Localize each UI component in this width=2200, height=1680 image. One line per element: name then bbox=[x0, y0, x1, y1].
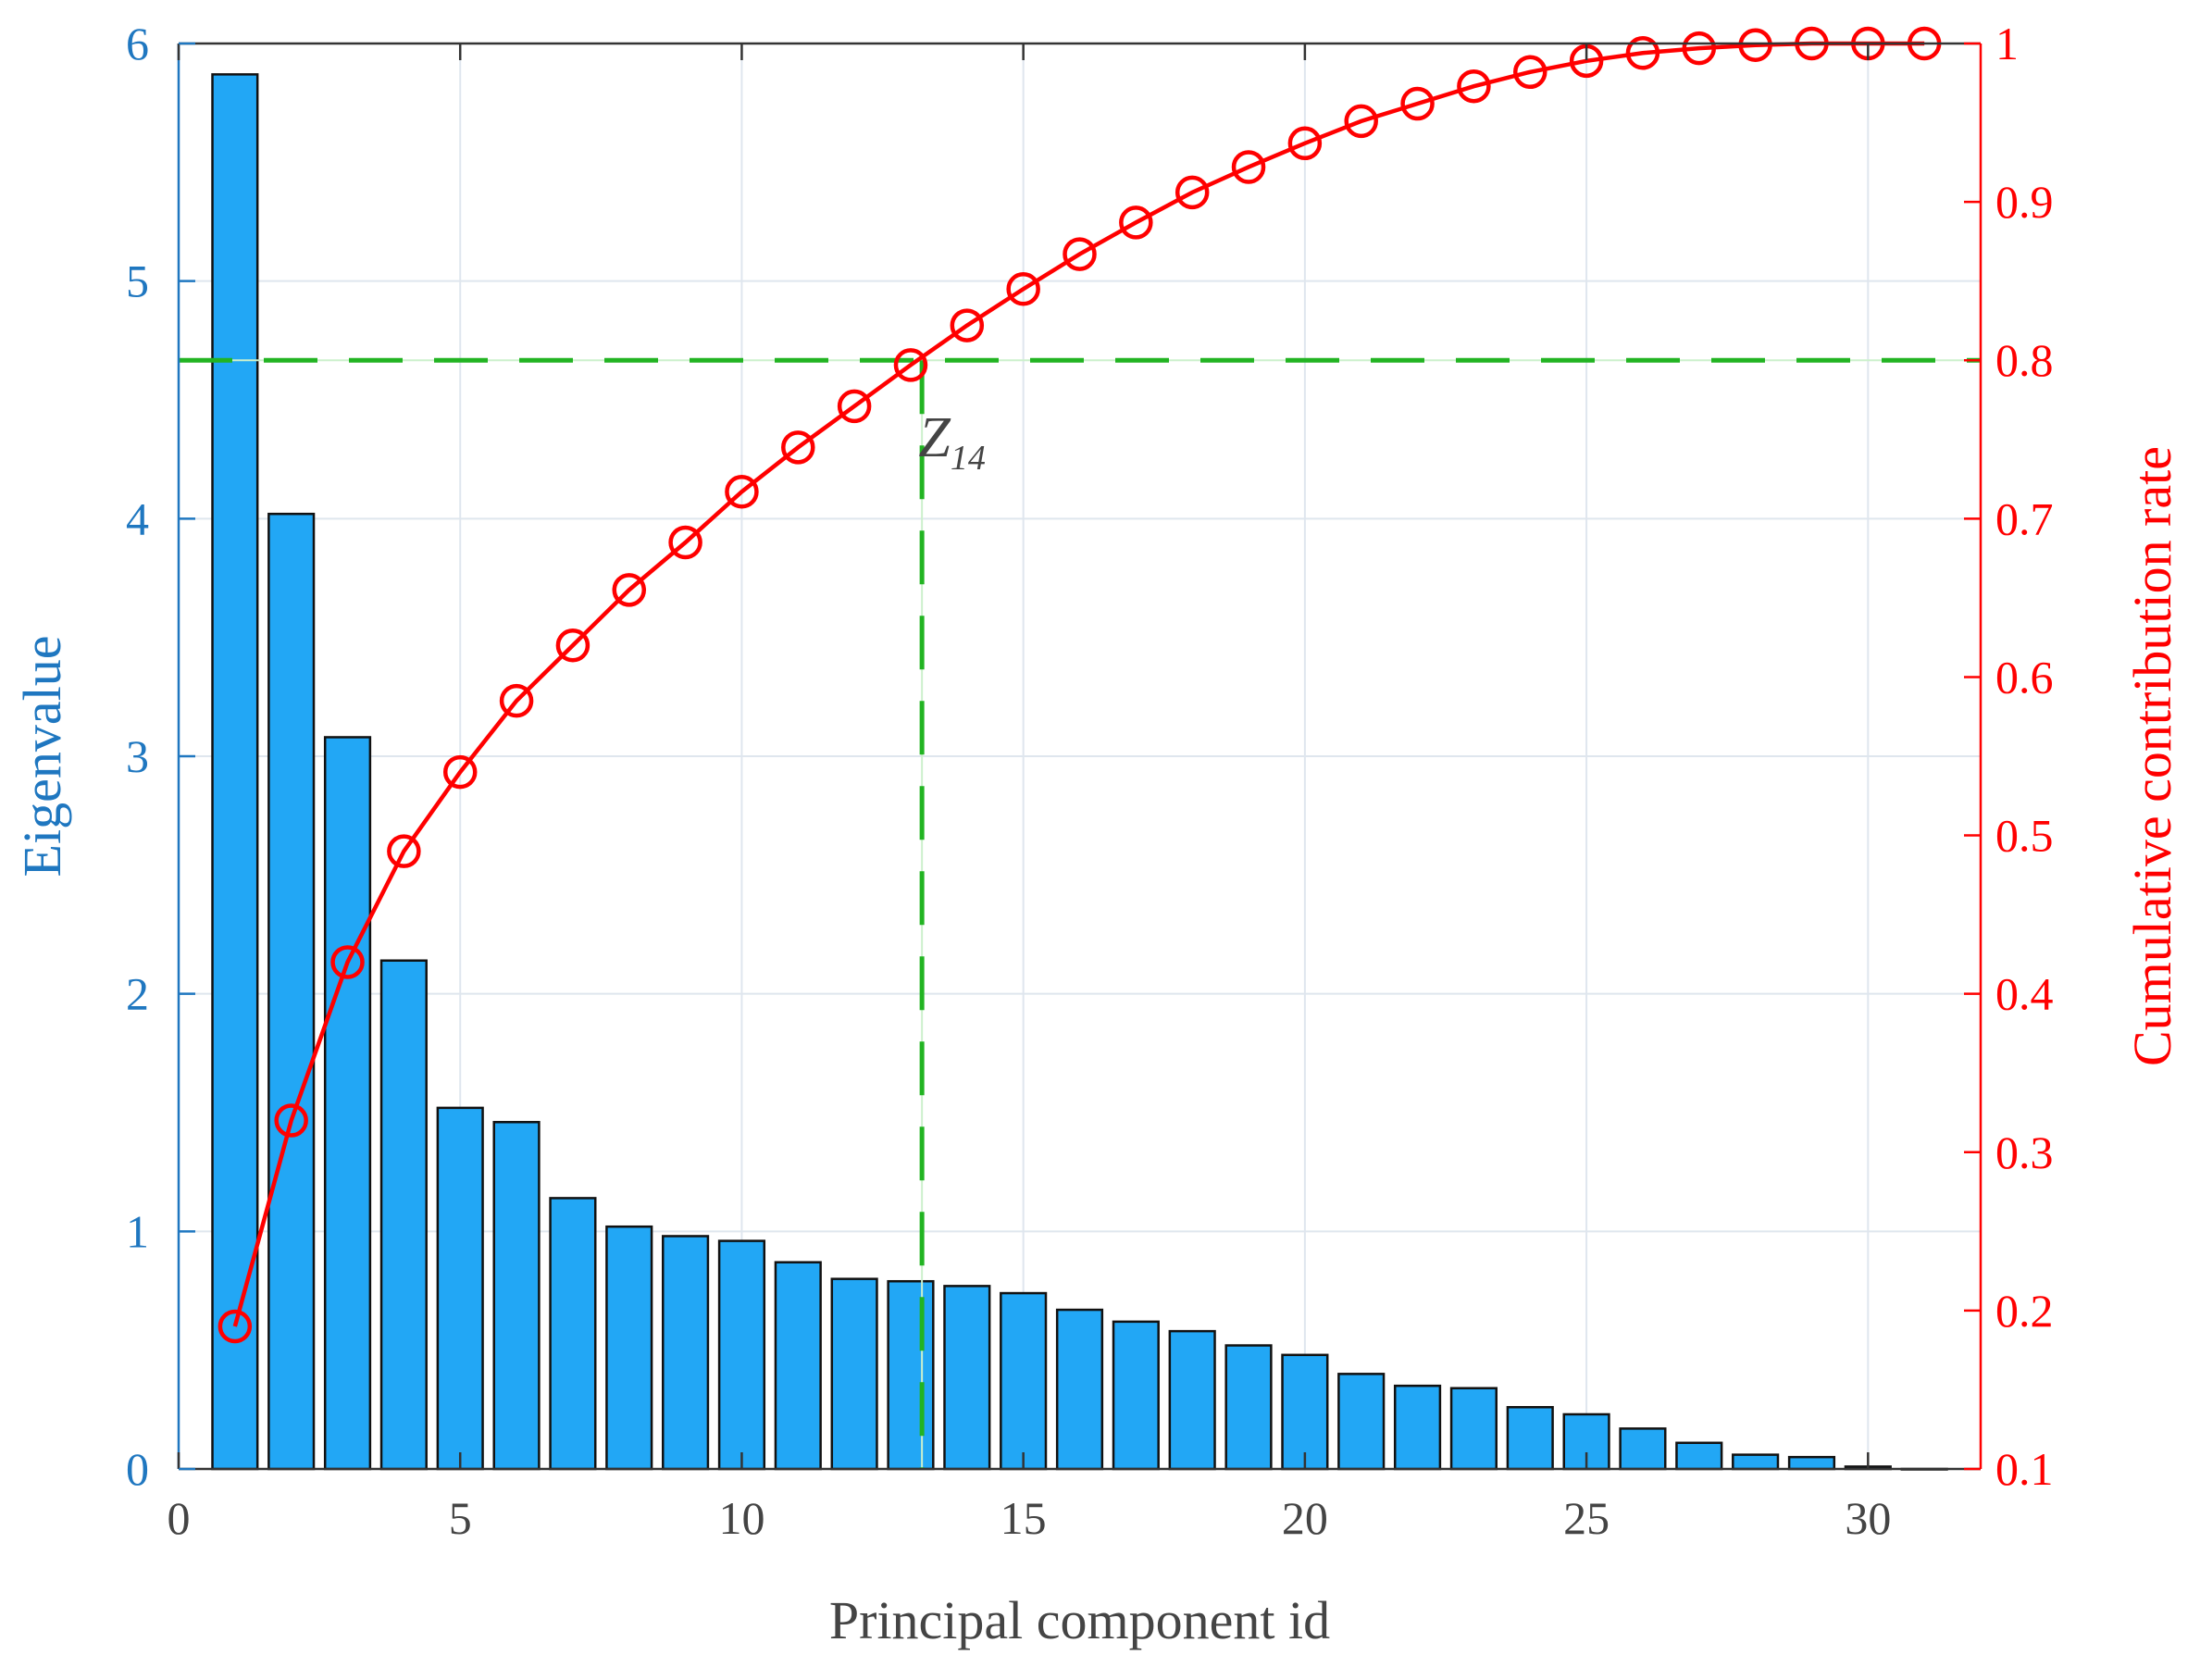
annotation-main: Z bbox=[918, 406, 951, 469]
cumulative-marker bbox=[893, 348, 928, 382]
cumulative-marker bbox=[1513, 55, 1547, 90]
y-right-tick-label: 0.9 bbox=[1995, 176, 2054, 228]
cumulative-marker bbox=[274, 1103, 308, 1138]
eigenvalue-bar bbox=[1168, 1329, 1216, 1471]
eigenvalue-bar bbox=[1337, 1373, 1386, 1471]
cumulative-marker bbox=[1457, 68, 1491, 104]
x-tick-label: 5 bbox=[449, 1492, 472, 1544]
y-right-tick-label: 0.5 bbox=[1995, 810, 2054, 862]
eigenvalue-bar bbox=[830, 1277, 878, 1471]
y-right-tick-label: 0.2 bbox=[1995, 1285, 2054, 1337]
cumulative-marker bbox=[330, 945, 365, 979]
eigenvalue-bar bbox=[549, 1197, 597, 1471]
y-right-tick-label: 0.3 bbox=[1995, 1126, 2054, 1178]
y-left-tick-label: 1 bbox=[126, 1205, 149, 1257]
eigenvalue-bar bbox=[1449, 1387, 1498, 1471]
x-tick-label: 0 bbox=[168, 1492, 191, 1544]
eigenvalue-bar bbox=[436, 1106, 484, 1471]
y-left-tick-label: 2 bbox=[126, 968, 149, 1020]
eigenvalue-bar bbox=[1055, 1308, 1104, 1471]
annotation-subscript: 14 bbox=[951, 439, 986, 478]
eigenvalue-bars bbox=[211, 73, 1948, 1471]
cumulative-marker bbox=[555, 628, 590, 663]
y-axis-left-title: Eigenvalue bbox=[12, 636, 72, 877]
eigenvalue-bar bbox=[323, 736, 372, 1471]
y-axis-right-title: Cumulative contribution rate bbox=[2122, 446, 2182, 1066]
y-left-tick-label: 3 bbox=[126, 730, 149, 782]
cumulative-marker bbox=[442, 754, 478, 790]
cumulative-marker bbox=[1063, 237, 1097, 271]
y-right-tick-label: 1 bbox=[1995, 18, 2019, 69]
y-left-tick-label: 0 bbox=[126, 1443, 149, 1495]
y-right-tick-label: 0.7 bbox=[1995, 492, 2054, 544]
cumulative-marker bbox=[1682, 31, 1717, 66]
y-right-tick-label: 0.8 bbox=[1995, 334, 2054, 386]
cumulative-marker bbox=[1344, 104, 1378, 139]
cumulative-marker bbox=[1287, 126, 1323, 161]
eigenvalue-bar bbox=[1393, 1384, 1442, 1471]
x-tick-label: 15 bbox=[1001, 1492, 1047, 1544]
x-tick-label: 20 bbox=[1282, 1492, 1328, 1544]
eigenvalue-bar bbox=[1787, 1455, 1836, 1471]
axis-ticks: 0 5 10 15 20 25 30 0 1 2 3 4 5 6 0.1 0.2 0.3 0.4 0.5 0.6 0.7… bbox=[126, 18, 2054, 1544]
cumulative-marker bbox=[837, 389, 872, 424]
y-right-tick-label: 0.6 bbox=[1995, 651, 2054, 703]
cumulative-marker bbox=[499, 683, 534, 718]
y-right-tick-label: 0.4 bbox=[1995, 968, 2054, 1020]
eigenvalue-bar bbox=[662, 1235, 710, 1471]
eigenvalue-bar bbox=[1112, 1320, 1160, 1471]
cumulative-marker bbox=[1119, 205, 1153, 240]
x-tick-label: 30 bbox=[1845, 1492, 1891, 1544]
eigenvalue-bar bbox=[1224, 1344, 1273, 1471]
eigenvalue-bar bbox=[379, 959, 428, 1471]
x-tick-label: 25 bbox=[1563, 1492, 1610, 1544]
cumulative-marker bbox=[1175, 175, 1210, 210]
cumulative-marker bbox=[668, 525, 702, 560]
cumulative-marker bbox=[950, 308, 985, 342]
annotation-z14: Z14 bbox=[918, 406, 985, 478]
cumulative-marker bbox=[218, 1309, 253, 1344]
y-right-tick-label: 0.1 bbox=[1995, 1443, 2054, 1495]
eigenvalue-bar bbox=[1619, 1427, 1667, 1471]
eigenvalue-bar bbox=[717, 1239, 766, 1471]
y-left-tick-label: 5 bbox=[126, 255, 149, 307]
cumulative-marker bbox=[781, 430, 815, 465]
eigenvalue-bar bbox=[605, 1225, 653, 1471]
cumulative-line bbox=[218, 26, 1942, 1344]
eigenvalue-bar bbox=[943, 1285, 991, 1471]
cumulative-marker bbox=[387, 834, 421, 868]
cumulative-marker bbox=[725, 474, 759, 509]
x-axis-title: Principal component id bbox=[829, 1590, 1330, 1650]
eigenvalue-bar bbox=[492, 1121, 541, 1471]
eigenvalue-bar bbox=[1000, 1291, 1048, 1471]
cumulative-marker bbox=[1231, 150, 1266, 184]
cumulative-marker bbox=[1738, 28, 1772, 62]
y-left-tick-label: 6 bbox=[126, 18, 149, 69]
cumulative-marker bbox=[1625, 36, 1660, 70]
eigenvalue-bar bbox=[1732, 1453, 1780, 1471]
eigenvalue-bar bbox=[774, 1261, 822, 1471]
cumulative-marker bbox=[1006, 271, 1040, 306]
eigenvalue-bar bbox=[1281, 1353, 1329, 1471]
x-tick-label: 10 bbox=[718, 1492, 764, 1544]
cumulative-marker bbox=[1400, 86, 1435, 121]
cumulative-marker bbox=[612, 573, 646, 607]
eigenvalue-bar bbox=[1506, 1406, 1554, 1471]
eigenvalue-bar bbox=[211, 73, 259, 1471]
y-left-tick-label: 4 bbox=[126, 492, 149, 544]
eigenvalue-bar bbox=[887, 1279, 935, 1471]
eigenvalue-bar bbox=[1675, 1441, 1723, 1471]
cumulative-polyline bbox=[232, 41, 1925, 1327]
eigenvalue-bar bbox=[267, 512, 316, 1471]
threshold-lines bbox=[179, 357, 1981, 1469]
